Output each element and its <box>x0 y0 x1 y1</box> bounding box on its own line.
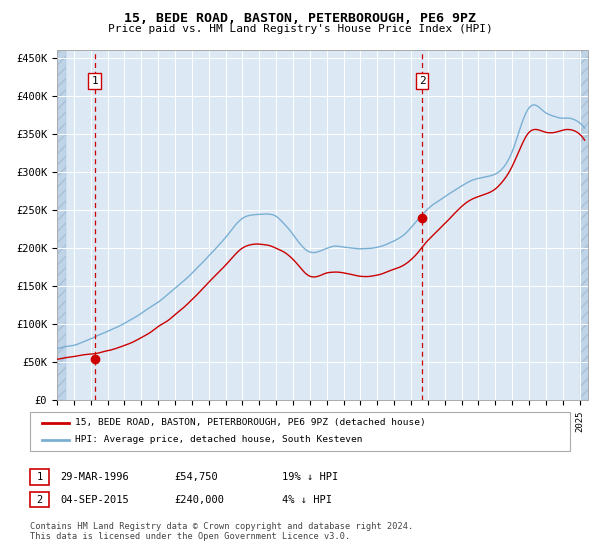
Bar <box>580 50 589 400</box>
Text: Contains HM Land Registry data © Crown copyright and database right 2024.
This d: Contains HM Land Registry data © Crown c… <box>30 522 413 542</box>
Text: 2: 2 <box>419 76 425 86</box>
Text: 29-MAR-1996: 29-MAR-1996 <box>60 472 129 482</box>
Text: 15, BEDE ROAD, BASTON, PETERBOROUGH, PE6 9PZ (detached house): 15, BEDE ROAD, BASTON, PETERBOROUGH, PE6… <box>75 418 426 427</box>
Text: 2: 2 <box>37 494 43 505</box>
Text: 4% ↓ HPI: 4% ↓ HPI <box>282 494 332 505</box>
Text: 15, BEDE ROAD, BASTON, PETERBOROUGH, PE6 9PZ: 15, BEDE ROAD, BASTON, PETERBOROUGH, PE6… <box>124 12 476 25</box>
Text: HPI: Average price, detached house, South Kesteven: HPI: Average price, detached house, Sout… <box>75 435 362 444</box>
Bar <box>57 50 66 400</box>
Text: £240,000: £240,000 <box>174 494 224 505</box>
Text: 19% ↓ HPI: 19% ↓ HPI <box>282 472 338 482</box>
Text: Price paid vs. HM Land Registry's House Price Index (HPI): Price paid vs. HM Land Registry's House … <box>107 24 493 34</box>
Text: £54,750: £54,750 <box>174 472 218 482</box>
Text: 1: 1 <box>91 76 98 86</box>
Text: 1: 1 <box>37 472 43 482</box>
Text: 04-SEP-2015: 04-SEP-2015 <box>60 494 129 505</box>
